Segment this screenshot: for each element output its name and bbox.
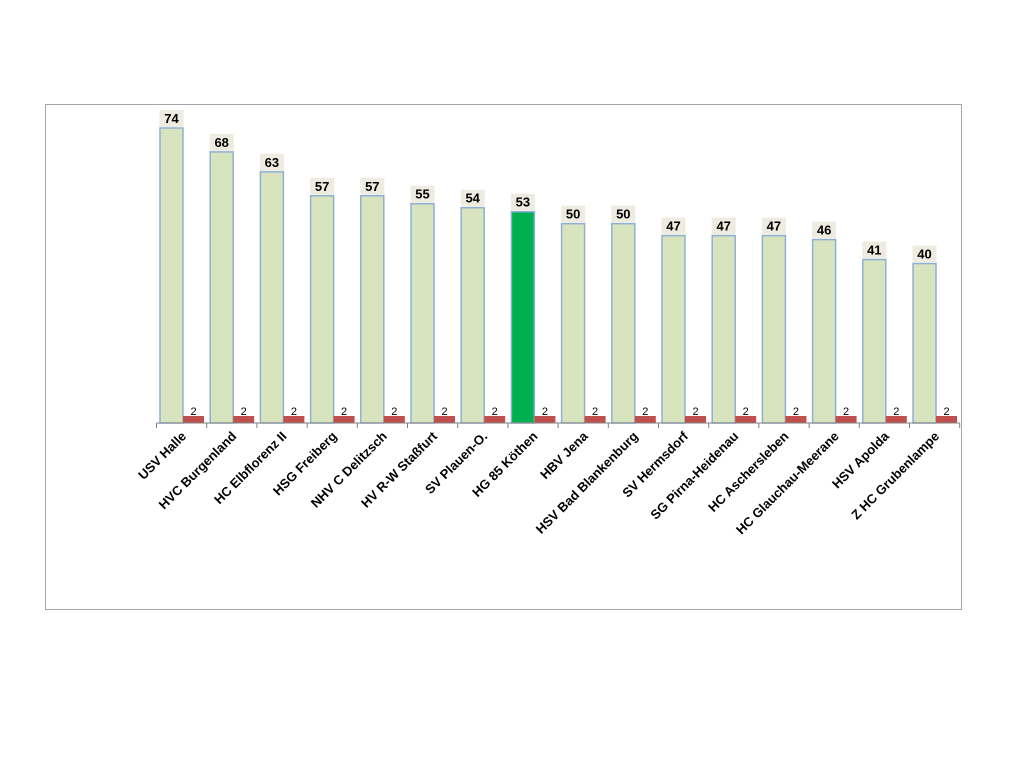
value-label: 53 — [516, 195, 530, 210]
bars-layer — [159, 127, 957, 424]
small-value-label: 2 — [542, 406, 548, 418]
chart-frame — [45, 104, 962, 610]
small-value-label: 2 — [190, 406, 196, 418]
bar-series-2 — [183, 416, 204, 423]
x-axis — [156, 422, 961, 428]
bar-series-2 — [434, 416, 455, 423]
small-value-label: 2 — [843, 406, 849, 418]
bar-series-1 — [259, 171, 285, 424]
category-label: Z HC Grubenlampe — [848, 429, 942, 523]
bar-series-2 — [534, 416, 556, 423]
value-label-background — [661, 217, 686, 235]
small-value-label: 2 — [692, 406, 698, 418]
value-label-background — [912, 245, 937, 263]
bar-series-1 — [410, 202, 435, 424]
bar-series-2 — [835, 416, 857, 423]
value-label-background — [159, 110, 184, 127]
small-value-label: 2 — [943, 406, 949, 418]
value-label-background — [410, 185, 435, 203]
small-value-label: 2 — [743, 406, 749, 418]
value-label: 47 — [716, 219, 730, 234]
bar-series-1 — [560, 222, 586, 424]
category-label: HC Glauchau-Meerane — [733, 429, 842, 538]
bar-series-1 — [309, 195, 335, 424]
value-label: 74 — [164, 111, 179, 126]
value-label-background — [862, 241, 887, 259]
value-label-background — [561, 205, 586, 223]
small-value-label: 2 — [592, 406, 598, 418]
value-label: 54 — [465, 191, 480, 206]
value-label: 50 — [616, 207, 630, 222]
value-label-background — [460, 189, 485, 207]
bar-series-1 — [159, 127, 184, 424]
category-label: HSV Bad Blankenburg — [533, 428, 641, 536]
small-value-label: 2 — [642, 406, 648, 418]
bar-series-2 — [233, 416, 255, 423]
bar-series-1 — [209, 151, 234, 424]
category-label: HBV Jena — [537, 428, 591, 482]
value-label-background — [259, 153, 284, 171]
value-labels-layer: 74 2 68 2 63 2 57 2 57 2 55 2 54 2 53 2 50 2 50 2 47 2 47 2 47 2 4… — [159, 110, 950, 418]
bar-series-2 — [283, 416, 305, 423]
bar-series-1 — [360, 195, 385, 424]
bar-series-1 — [611, 222, 636, 424]
value-label-background — [209, 133, 234, 151]
small-value-label: 2 — [291, 406, 297, 418]
value-label: 68 — [214, 135, 228, 150]
value-label-background — [711, 217, 736, 235]
bar-series-2 — [936, 416, 957, 423]
bar-series-2 — [735, 416, 757, 423]
value-label: 57 — [365, 179, 379, 194]
bar-series-2 — [484, 416, 506, 423]
value-label-background — [310, 177, 335, 195]
small-value-label: 2 — [893, 406, 899, 418]
value-label-background — [510, 193, 535, 211]
value-label: 46 — [817, 223, 831, 238]
small-value-label: 2 — [391, 406, 397, 418]
small-value-label: 2 — [441, 406, 447, 418]
value-label: 63 — [265, 155, 279, 170]
bar-series-1 — [912, 262, 937, 424]
bar-series-1 — [661, 234, 686, 424]
category-label: USV Halle — [135, 429, 189, 483]
bar-series-1 — [811, 238, 837, 424]
small-value-label: 2 — [341, 406, 347, 418]
value-label: 40 — [917, 247, 931, 262]
bar-series-1 — [761, 234, 787, 424]
bar-series-2 — [785, 416, 807, 423]
category-label: SG Pirna-Heidenau — [647, 428, 741, 522]
bar-series-1 — [862, 258, 887, 424]
value-label: 57 — [315, 179, 329, 194]
value-label: 47 — [767, 219, 781, 234]
bar-series-2 — [383, 416, 405, 423]
value-label-background — [812, 221, 837, 239]
bar-series-1 — [711, 234, 736, 424]
value-label: 41 — [867, 243, 881, 258]
bar-series-1 — [460, 206, 485, 424]
value-label: 50 — [566, 207, 580, 222]
value-label-background — [611, 205, 636, 223]
small-value-label: 2 — [492, 406, 498, 418]
value-label: 47 — [666, 219, 680, 234]
value-label-background — [360, 177, 385, 195]
value-label-background — [761, 217, 786, 235]
bar-series-2 — [685, 416, 706, 423]
bar-series-1 — [510, 210, 536, 424]
bar-series-2 — [634, 416, 656, 423]
small-value-label: 2 — [793, 406, 799, 418]
bar-series-2 — [885, 416, 907, 423]
small-value-label: 2 — [241, 406, 247, 418]
bar-series-2 — [584, 416, 606, 423]
bar-series-2 — [333, 416, 355, 423]
value-label: 55 — [415, 187, 429, 202]
